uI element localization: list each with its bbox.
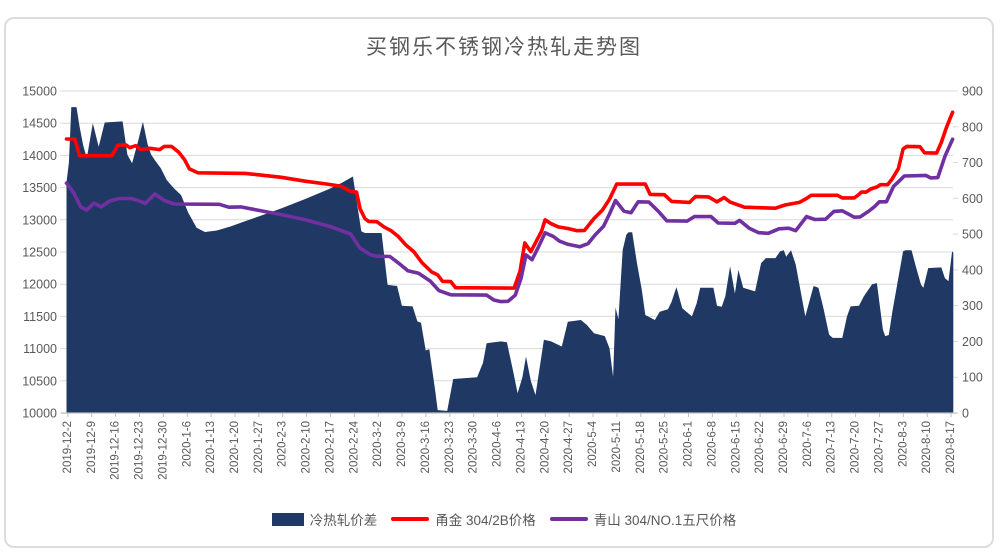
- left-axis-label: 14000: [22, 149, 57, 163]
- area-swatch-icon: [271, 512, 304, 526]
- x-axis-label: 2020-1-20: [229, 421, 241, 473]
- left-axis-label: 10000: [22, 407, 57, 421]
- x-axis-label: 2020-1-6: [181, 421, 193, 467]
- x-axis-label: 2020-6-1: [683, 421, 695, 467]
- legend-label-price-diff: 冷热轧价差: [309, 513, 378, 528]
- x-axis-label: 2020-6-29: [778, 421, 790, 473]
- x-axis-label: 2020-6-22: [754, 421, 766, 473]
- right-axis-label: 800: [962, 120, 983, 134]
- x-axis-label: 2019-12-23: [134, 421, 146, 480]
- left-axis-label: 15000: [22, 85, 57, 99]
- left-axis-label: 12000: [22, 278, 57, 292]
- x-axis-label: 2020-5-4: [587, 420, 599, 467]
- x-axis-label: 2020-7-13: [826, 421, 838, 473]
- legend-label-yongjin: 甬金 304/2B价格: [435, 513, 536, 528]
- right-axis-label: 300: [962, 299, 983, 313]
- legend-item-qingshan[interactable]: 青山 304/NO.1五尺价格: [549, 509, 737, 529]
- legend-item-yongjin[interactable]: 甬金 304/2B价格: [391, 509, 536, 529]
- x-axis-label: 2019-12-2: [62, 421, 74, 473]
- x-axis-label: 2020-1-13: [205, 421, 217, 473]
- x-axis-label: 2020-7-6: [802, 421, 814, 467]
- right-axis-label: 100: [962, 371, 983, 385]
- series-price-diff-area: [66, 107, 954, 413]
- x-axis-label: 2020-3-2: [372, 421, 384, 467]
- x-axis-label: 2020-8-17: [945, 421, 957, 473]
- series-yongjin-line: [64, 110, 955, 290]
- right-axis-label: 600: [962, 192, 983, 206]
- x-axis-label: 2020-6-15: [730, 421, 742, 473]
- x-axis-label: 2019-12-9: [86, 421, 98, 473]
- x-axis-label: 2019-12-16: [110, 421, 122, 480]
- x-axis-label: 2020-8-10: [921, 421, 933, 473]
- right-axis-label: 900: [962, 85, 983, 99]
- x-axis-label: 2020-2-10: [301, 421, 313, 473]
- legend-item-price-diff[interactable]: 冷热轧价差: [271, 509, 378, 529]
- x-axis-label: 2020-2-17: [324, 421, 336, 473]
- right-axis-label: 700: [962, 156, 983, 170]
- x-axis-label: 2020-3-30: [468, 421, 480, 473]
- legend: 冷热轧价差 甬金 304/2B价格 青山 304/NO.1五尺价格: [0, 509, 1008, 529]
- right-axis-label: 500: [962, 228, 983, 242]
- x-axis-label: 2020-1-27: [253, 421, 265, 473]
- x-axis-label: 2020-2-24: [348, 420, 360, 473]
- left-axis-label: 10500: [22, 374, 57, 388]
- x-axis-label: 2020-7-27: [873, 421, 885, 473]
- x-axis-label: 2020-4-27: [563, 421, 575, 473]
- red-line-swatch-icon: [391, 517, 430, 521]
- x-axis-label: 2020-3-9: [396, 421, 408, 467]
- purple-line-swatch-icon: [549, 517, 588, 521]
- right-axis-label: 200: [962, 335, 983, 349]
- x-axis-label: 2020-8-3: [897, 421, 909, 467]
- x-axis-label: 2020-4-6: [492, 421, 504, 467]
- left-axis-label: 14500: [22, 117, 57, 131]
- x-axis-label: 2020-3-23: [444, 421, 456, 473]
- x-axis-label: 2019-12-30: [157, 421, 169, 480]
- left-axis-label: 13500: [22, 181, 57, 195]
- series-qingshan-line: [64, 137, 955, 304]
- x-axis-label: 2020-4-13: [515, 421, 527, 473]
- x-axis-label: 2020-6-8: [706, 421, 718, 467]
- x-axis-label: 2020-7-20: [850, 421, 862, 473]
- right-axis-label: 0: [962, 407, 969, 421]
- left-axis-label: 11000: [23, 342, 57, 356]
- right-axis-label: 400: [962, 263, 983, 277]
- x-axis-label: 2020-3-16: [420, 421, 432, 473]
- chart-title: 买钢乐不锈钢冷热轧走势图: [366, 36, 642, 59]
- x-axis-label: 2020-5-18: [635, 421, 647, 473]
- left-axis-label: 13000: [22, 213, 57, 227]
- x-axis-label: 2020-4-20: [539, 421, 551, 473]
- left-axis-label: 12500: [22, 246, 57, 260]
- x-axis-label: 2020-5-11: [611, 421, 623, 473]
- x-axis-label: 2020-5-25: [659, 421, 671, 473]
- legend-label-qingshan: 青山 304/NO.1五尺价格: [593, 513, 737, 528]
- left-axis-label: 11500: [23, 310, 57, 324]
- x-axis-label: 2020-2-3: [277, 421, 289, 467]
